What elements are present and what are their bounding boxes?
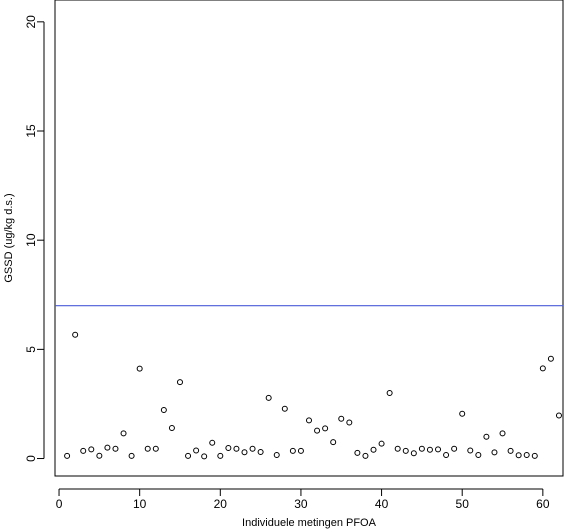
data-point: [185, 452, 192, 459]
y-tick-label: 10: [24, 233, 38, 247]
y-tick-label: 15: [24, 124, 38, 138]
data-point: [120, 430, 127, 437]
data-point: [378, 440, 385, 447]
data-point: [225, 445, 232, 452]
data-point: [555, 412, 562, 419]
y-tick-label: 20: [24, 15, 38, 29]
plot-frame: [54, 0, 564, 477]
data-point: [168, 424, 175, 431]
data-point: [80, 447, 87, 454]
data-point: [217, 452, 224, 459]
data-point: [176, 379, 183, 386]
data-point: [306, 417, 312, 424]
data-point: [338, 415, 345, 422]
y-axis: 0 5 10 15 20: [24, 15, 45, 462]
data-point: [523, 452, 530, 459]
data-point: [426, 446, 433, 453]
data-point: [112, 445, 119, 452]
y-tick-label: 5: [24, 346, 38, 353]
data-point: [72, 331, 79, 338]
data-point: [410, 450, 417, 457]
data-point: [297, 447, 304, 454]
data-point: [435, 446, 442, 453]
data-point: [273, 452, 280, 459]
x-axis: 0 10 20 30 40 50 60: [56, 488, 550, 511]
x-tick-label: 0: [56, 497, 63, 511]
data-point: [499, 430, 506, 437]
data-point: [370, 446, 377, 453]
data-point: [233, 445, 240, 452]
data-point: [160, 407, 167, 414]
data-point: [88, 446, 95, 453]
data-point: [483, 433, 490, 440]
data-point: [136, 365, 143, 372]
x-axis-title: Individuele metingen PFOA: [242, 517, 377, 529]
data-point: [209, 439, 216, 446]
data-point: [314, 427, 321, 434]
data-point: [249, 445, 256, 452]
data-point: [394, 445, 401, 452]
data-point: [241, 449, 248, 456]
data-point: [289, 447, 296, 454]
data-point: [201, 453, 208, 460]
x-tick-label: 50: [456, 497, 470, 511]
data-point: [144, 445, 151, 452]
data-point: [346, 419, 353, 426]
data-point: [451, 445, 458, 452]
data-point: [281, 405, 288, 412]
data-point: [257, 448, 264, 455]
data-point: [491, 449, 498, 456]
data-point: [467, 447, 474, 454]
y-tick-label: 0: [24, 455, 38, 462]
data-point: [330, 439, 337, 446]
x-tick-label: 20: [214, 497, 228, 511]
y-axis-title: GSSD (ug/kg d.s.): [3, 193, 15, 282]
data-point: [539, 365, 546, 372]
data-point: [128, 452, 135, 459]
data-point: [507, 447, 514, 454]
x-tick-label: 60: [536, 497, 550, 511]
data-point: [515, 452, 522, 459]
data-point: [322, 425, 329, 432]
data-point: [193, 447, 200, 454]
data-point: [443, 452, 450, 459]
data-point: [459, 410, 466, 417]
data-point: [152, 445, 159, 452]
data-point: [475, 452, 482, 459]
data-point: [96, 452, 103, 459]
data-point: [362, 452, 369, 459]
data-point: [418, 445, 425, 452]
data-point: [104, 444, 111, 451]
data-point: [64, 452, 71, 459]
data-point: [547, 355, 554, 362]
x-tick-label: 40: [375, 497, 389, 511]
data-point: [402, 447, 409, 454]
x-tick-label: 10: [133, 497, 147, 511]
x-tick-label: 30: [294, 497, 308, 511]
data-point: [386, 390, 393, 397]
data-point: [354, 449, 361, 456]
data-points: [64, 331, 562, 460]
data-point: [531, 452, 538, 459]
data-point: [265, 394, 272, 401]
